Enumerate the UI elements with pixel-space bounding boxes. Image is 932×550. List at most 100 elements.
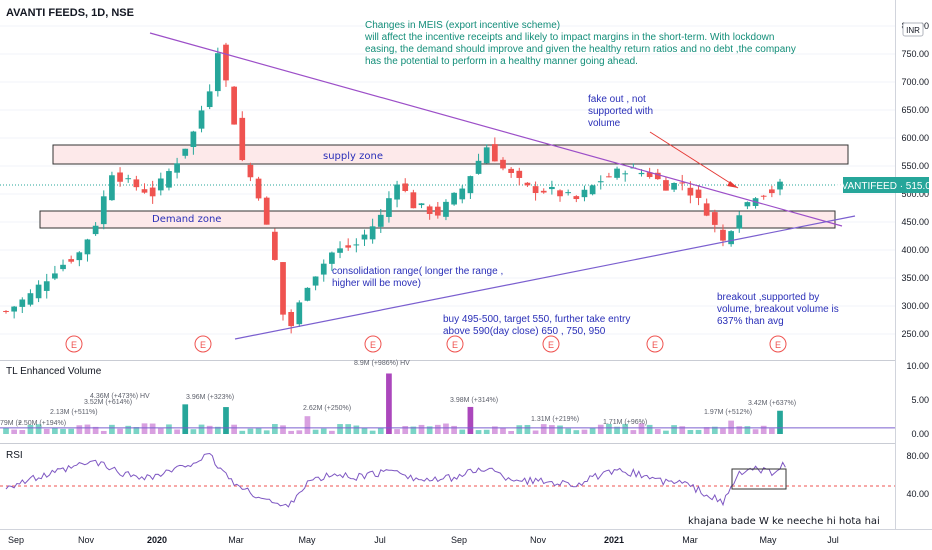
volume-bar-22[interactable] xyxy=(182,404,189,434)
candle-body-47[interactable] xyxy=(386,198,392,217)
volume-bar-13[interactable] xyxy=(109,424,115,434)
candle-body-49[interactable] xyxy=(402,183,409,191)
volume-bar-45[interactable] xyxy=(369,430,376,434)
candle-body-20[interactable] xyxy=(166,171,172,188)
volume-bar-8[interactable] xyxy=(68,428,75,434)
earnings-marker-6[interactable] xyxy=(769,335,787,353)
volume-bar-18[interactable] xyxy=(149,423,156,434)
volume-bar-3[interactable] xyxy=(27,424,34,434)
volume-bar-79[interactable] xyxy=(646,424,653,434)
pane-divider-rsi[interactable] xyxy=(0,443,895,444)
price-label-badge[interactable] xyxy=(843,177,929,193)
volume-bar-42[interactable] xyxy=(345,424,352,434)
candle-body-87[interactable] xyxy=(711,212,718,225)
candle-body-89[interactable] xyxy=(728,231,734,245)
volume-bar-94[interactable] xyxy=(769,428,775,434)
candle-body-24[interactable] xyxy=(198,110,205,129)
volume-bar-84[interactable] xyxy=(687,430,694,434)
volume-bar-59[interactable] xyxy=(483,429,490,434)
candle-body-25[interactable] xyxy=(206,91,213,108)
volume-bar-90[interactable] xyxy=(736,426,743,434)
ascending-trendline[interactable] xyxy=(234,215,856,340)
candle-body-48[interactable] xyxy=(394,184,400,200)
time-axis[interactable]: Sep Nov 2020 Mar May Jul Sep Nov 2021 Mar May Jul xyxy=(8,535,839,545)
candle-body-7[interactable] xyxy=(60,264,66,270)
descending-trendline[interactable] xyxy=(149,32,843,227)
candle-body-34[interactable] xyxy=(280,262,286,315)
candle-body-91[interactable] xyxy=(744,202,751,207)
supply-zone-box[interactable] xyxy=(52,144,849,165)
volume-bar-43[interactable] xyxy=(353,425,360,434)
candle-body-80[interactable] xyxy=(654,172,661,180)
volume-bar-56[interactable] xyxy=(459,429,466,434)
candle-body-67[interactable] xyxy=(549,186,555,190)
candle-body-72[interactable] xyxy=(589,185,596,195)
candle-body-21[interactable] xyxy=(174,163,180,173)
candle-body-81[interactable] xyxy=(663,180,669,191)
candle-body-16[interactable] xyxy=(133,179,140,188)
volume-bar-41[interactable] xyxy=(337,424,343,434)
candle-body-88[interactable] xyxy=(720,229,726,241)
candle-body-44[interactable] xyxy=(361,234,368,240)
candle-body-2[interactable] xyxy=(19,299,26,307)
volume-bar-52[interactable] xyxy=(426,426,433,434)
candle-body-45[interactable] xyxy=(369,226,376,240)
volume-bar-12[interactable] xyxy=(100,430,107,434)
candle-body-26[interactable] xyxy=(214,53,221,92)
candle-body-46[interactable] xyxy=(377,214,384,227)
volume-bar-5[interactable] xyxy=(43,428,50,434)
volume-bar-65[interactable] xyxy=(532,430,539,434)
candle-body-14[interactable] xyxy=(117,172,123,182)
volume-bar-0[interactable] xyxy=(3,427,9,434)
volume-bar-77[interactable] xyxy=(630,430,637,434)
earnings-marker-1[interactable] xyxy=(194,335,212,353)
candle-body-50[interactable] xyxy=(410,192,417,209)
rsi-highlight-box[interactable] xyxy=(731,468,787,490)
consolidation-note[interactable]: consolidation range( longer the range , … xyxy=(332,266,503,289)
volume-bar-76[interactable] xyxy=(622,423,629,434)
volume-bar-9[interactable] xyxy=(76,425,83,434)
volume-bar-93[interactable] xyxy=(760,425,767,434)
volume-bar-54[interactable] xyxy=(443,423,449,434)
candle-body-35[interactable] xyxy=(288,311,295,327)
candle-body-36[interactable] xyxy=(296,302,303,325)
volume-bar-19[interactable] xyxy=(157,428,164,434)
pane-divider-volume[interactable] xyxy=(0,360,895,361)
candle-body-62[interactable] xyxy=(508,168,514,173)
candle-body-51[interactable] xyxy=(418,203,425,206)
volume-bar-67[interactable] xyxy=(549,425,555,434)
candle-body-3[interactable] xyxy=(27,293,34,305)
currency-badge[interactable] xyxy=(902,22,924,37)
volume-bar-49[interactable] xyxy=(402,426,409,434)
candle-body-59[interactable] xyxy=(483,147,490,164)
volume-bar-70[interactable] xyxy=(573,430,580,434)
candle-body-4[interactable] xyxy=(35,284,42,299)
volume-bar-86[interactable] xyxy=(703,427,710,434)
volume-bar-6[interactable] xyxy=(52,427,58,434)
khajana-note[interactable]: khajana bade W ke neeche hi hota hai xyxy=(688,516,880,527)
volume-bar-31[interactable] xyxy=(255,428,262,434)
candle-body-94[interactable] xyxy=(769,189,775,194)
candle-body-55[interactable] xyxy=(451,192,457,205)
candle-body-58[interactable] xyxy=(475,160,482,174)
candle-body-38[interactable] xyxy=(312,276,319,286)
candle-body-57[interactable] xyxy=(467,176,474,194)
candle-body-86[interactable] xyxy=(703,203,710,216)
volume-bar-75[interactable] xyxy=(614,426,620,434)
volume-bar-10[interactable] xyxy=(84,424,91,434)
volume-bar-46[interactable] xyxy=(377,427,384,434)
rsi-series[interactable] xyxy=(5,452,786,508)
volume-bar-2[interactable] xyxy=(19,430,26,434)
earnings-marker-2[interactable] xyxy=(364,335,382,353)
demand-zone-label[interactable]: Demand zone xyxy=(152,214,221,225)
volume-bar-21[interactable] xyxy=(174,429,180,434)
candle-body-41[interactable] xyxy=(337,248,343,253)
volume-bar-11[interactable] xyxy=(92,426,99,434)
fakeout-arrow[interactable] xyxy=(649,131,739,189)
volume-bar-73[interactable] xyxy=(597,424,604,434)
candle-body-53[interactable] xyxy=(434,206,441,216)
candle-body-74[interactable] xyxy=(606,176,612,178)
volume-bar-80[interactable] xyxy=(654,429,661,434)
candle-body-39[interactable] xyxy=(320,263,327,275)
